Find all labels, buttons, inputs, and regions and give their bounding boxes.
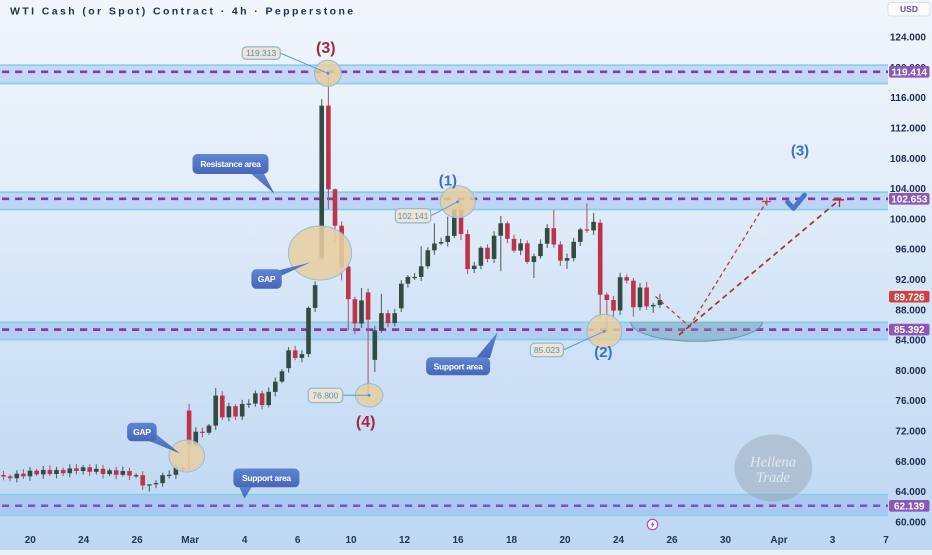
svg-text:GAP: GAP: [258, 274, 276, 284]
svg-text:102.141: 102.141: [398, 211, 429, 221]
svg-text:(4): (4): [356, 414, 376, 431]
svg-text:72.000: 72.000: [895, 427, 926, 438]
svg-text:(2): (2): [594, 344, 612, 361]
svg-text:16: 16: [452, 535, 464, 546]
svg-text:(3): (3): [316, 40, 336, 57]
svg-text:Trade: Trade: [756, 470, 790, 486]
svg-text:18: 18: [506, 535, 518, 546]
svg-text:104.000: 104.000: [890, 184, 927, 195]
svg-text:12: 12: [399, 535, 411, 546]
svg-text:88.000: 88.000: [895, 305, 926, 316]
svg-text:WTI Cash (or Spot) Contract ·: WTI Cash (or Spot) Contract · 4h · Peppe…: [10, 6, 356, 18]
svg-text:Mar: Mar: [181, 535, 199, 546]
svg-text:119.414: 119.414: [891, 67, 927, 78]
svg-text:108.000: 108.000: [890, 154, 927, 165]
svg-text:84.000: 84.000: [895, 336, 926, 347]
svg-text:64.000: 64.000: [895, 487, 926, 498]
svg-text:Resistance area: Resistance area: [200, 159, 261, 169]
svg-text:7: 7: [883, 535, 889, 546]
svg-text:89.726: 89.726: [894, 292, 925, 303]
svg-text:116.000: 116.000: [890, 93, 926, 104]
svg-text:68.000: 68.000: [895, 457, 926, 468]
svg-text:Support area: Support area: [242, 473, 291, 483]
svg-text:USD: USD: [900, 4, 918, 14]
svg-text:GAP: GAP: [133, 427, 151, 437]
svg-text:102.653: 102.653: [891, 194, 928, 205]
svg-text:62.139: 62.139: [894, 501, 925, 512]
svg-text:112.000: 112.000: [890, 124, 926, 135]
svg-text:(3): (3): [791, 142, 809, 159]
svg-text:10: 10: [345, 535, 357, 546]
svg-text:6: 6: [295, 535, 301, 546]
svg-text:30: 30: [720, 535, 732, 546]
svg-text:(1): (1): [439, 173, 457, 190]
svg-text:76.800: 76.800: [312, 390, 338, 400]
svg-text:85.023: 85.023: [534, 345, 560, 355]
svg-text:26: 26: [132, 535, 144, 546]
svg-text:Apr: Apr: [770, 535, 787, 546]
svg-text:24: 24: [78, 535, 90, 546]
svg-text:24: 24: [613, 535, 625, 546]
svg-text:20: 20: [25, 535, 37, 546]
svg-text:60.000: 60.000: [895, 518, 926, 529]
svg-text:3: 3: [830, 535, 836, 546]
svg-text:100.000: 100.000: [890, 214, 927, 225]
svg-text:96.000: 96.000: [895, 245, 926, 256]
svg-text:92.000: 92.000: [895, 275, 926, 286]
svg-text:4: 4: [242, 535, 248, 546]
svg-text:76.000: 76.000: [895, 396, 926, 407]
svg-text:Hellena: Hellena: [749, 455, 796, 471]
svg-text:Support area: Support area: [434, 361, 483, 371]
svg-text:124.000: 124.000: [890, 33, 927, 44]
svg-text:85.392: 85.392: [894, 325, 925, 336]
svg-text:80.000: 80.000: [895, 366, 926, 377]
svg-text:26: 26: [666, 535, 678, 546]
svg-text:20: 20: [559, 535, 571, 546]
svg-text:119.313: 119.313: [246, 48, 276, 58]
